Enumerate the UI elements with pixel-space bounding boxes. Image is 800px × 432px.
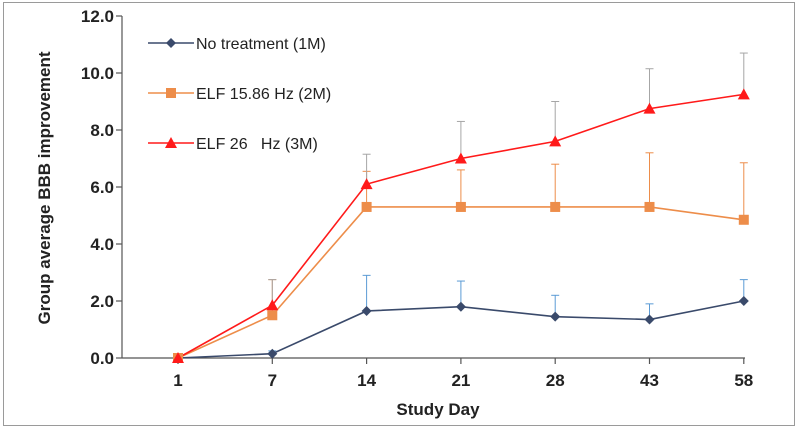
legend: No treatment (1M) ELF 15.86 Hz (2M) ELF 26… [148,36,331,153]
x-tick-label: 14 [357,371,376,390]
data-point [550,311,561,322]
error-bars [268,52,748,354]
chart-frame [3,2,795,426]
data-point [644,314,655,325]
data-point [738,296,749,306]
x-tick-label: 7 [268,371,277,390]
y-tick-label: 8.0 [90,121,114,140]
data-point [550,201,561,212]
y-tick-label: 0.0 [90,349,114,368]
legend-label: ELF 15.86 Hz (2M) [196,86,331,103]
y-tick-label: 12.0 [81,7,114,26]
data-point [267,348,278,359]
y-tick-label: 4.0 [90,235,114,254]
legend-marker [166,38,176,48]
y-axis-label: Group average BBB improvement [35,51,54,324]
data-point [455,201,466,212]
legend-marker [165,137,177,148]
y-tick-label: 10.0 [81,64,114,83]
x-axis: 1 7 14 21 28 43 58 [122,357,753,390]
data-point [361,201,372,212]
data-point [643,102,656,114]
data-point [644,201,655,212]
data-point [267,310,278,321]
data-point [455,301,466,312]
x-tick-label: 28 [546,371,565,390]
x-tick-label: 58 [734,371,753,390]
y-axis: 0.0 2.0 4.0 6.0 8.0 10.0 12.0 [81,7,123,368]
legend-label: ELF 26 Hz (3M) [196,136,318,153]
x-axis-label: Study Day [396,400,480,419]
data-point [737,88,750,100]
legend-marker [166,88,176,98]
data-point [172,352,184,363]
x-tick-label: 43 [640,371,659,390]
x-tick-label: 1 [173,371,182,390]
x-tick-label: 21 [451,371,470,390]
data-point [549,135,562,147]
data-point [360,178,373,190]
legend-label: No treatment (1M) [196,36,326,53]
series-markers [172,88,750,363]
data-point [266,299,279,311]
data-point [361,305,372,316]
data-point [454,152,467,164]
data-point [738,214,749,225]
y-tick-label: 6.0 [90,178,114,197]
y-tick-label: 2.0 [90,292,114,311]
